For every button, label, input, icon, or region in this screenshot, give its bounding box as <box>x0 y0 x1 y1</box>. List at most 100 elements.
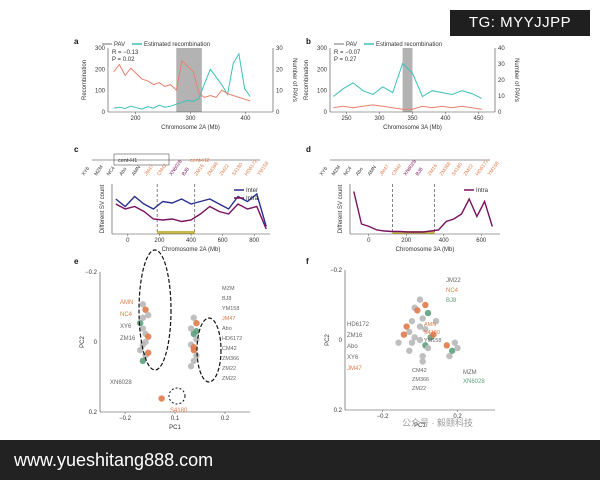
accession-label: ZM22 <box>219 163 231 177</box>
x-axis-label: PC1 <box>169 425 181 431</box>
cent-h1-box <box>113 153 170 166</box>
series-intra <box>115 203 267 230</box>
accession-label: ZM22 <box>222 366 236 372</box>
series-inter <box>115 192 267 227</box>
scatter-point <box>406 347 413 354</box>
panel-e-ytick-label: 0.2 <box>89 410 98 416</box>
panel-f-xtick-label: 0.2 <box>453 414 462 420</box>
stat-r: R = −0.13 <box>112 50 139 56</box>
y-axis-label: Different SV count <box>338 184 344 233</box>
accession-label: NC4 <box>446 288 459 294</box>
accession-label: ZM22 <box>412 386 426 392</box>
scatter-point <box>193 319 200 327</box>
centromere-band <box>402 48 413 112</box>
panel-c-xtick-label: 400 <box>186 238 197 244</box>
scatter-point <box>190 314 197 321</box>
panel-c-xtick-label: 200 <box>154 238 165 244</box>
accession-label: AMN <box>131 164 143 177</box>
centromere-band <box>176 48 202 112</box>
accession-label: ZM16 <box>194 163 206 177</box>
accession-label: MZM <box>463 370 477 376</box>
left-cluster-ellipse <box>138 249 172 371</box>
panel-e-ytick-label: 0 <box>94 340 98 346</box>
accession-label: CM42 <box>222 346 237 352</box>
scatter-point <box>395 339 402 346</box>
panel-a-ytick-label: 200 <box>95 67 106 73</box>
accession-label: HD6172 <box>222 336 242 342</box>
accession-label: S4180 <box>451 162 464 177</box>
panel-e-ytick-label: −0.2 <box>85 270 98 276</box>
watermark-wechat: 公众号 · 毅颐科技 <box>402 417 473 428</box>
panel-a-ytick-label: 0 <box>102 110 106 116</box>
watermark-bottom: www.yueshitang888.com <box>0 440 600 480</box>
panel-b-xtick-label: 350 <box>407 116 418 122</box>
panel-f-ytick-label: −0.2 <box>330 268 343 274</box>
scatter-point <box>422 301 429 309</box>
scatter-point <box>411 334 418 341</box>
x-axis-label: PC1 <box>414 423 426 429</box>
scatter-point <box>422 326 429 333</box>
scatter-point <box>416 336 424 344</box>
panel-b-ytick-label: 100 <box>317 89 328 95</box>
panel-e-xtick-label: −0.2 <box>119 416 132 422</box>
series-pav <box>113 59 251 102</box>
legend-intra-label: Intra <box>476 188 489 194</box>
accession-label: ZM22 <box>463 163 475 177</box>
scatter-point <box>400 331 408 338</box>
x-axis-label: Chromosome 2A (Mb) <box>162 247 221 253</box>
panel-a-y2tick-label: 0 <box>276 110 280 116</box>
scatter-point <box>408 339 416 346</box>
panel-b-ytick-label: 0 <box>324 110 328 116</box>
accession-label: XN6028 <box>110 380 132 386</box>
panel-c-xtick-label: 600 <box>218 238 229 244</box>
scatter-point <box>451 339 459 346</box>
panel-a-ytick-label: 100 <box>95 89 106 95</box>
accession-label: BJ8 <box>181 166 191 177</box>
y-axis-label: PC2 <box>80 336 86 348</box>
accession-label: AMN <box>367 164 379 177</box>
panel-a-xtick-label: 300 <box>185 116 196 122</box>
accession-label: JM47 <box>143 164 155 178</box>
accession-label: NC4 <box>106 165 117 177</box>
y2-axis-label: Number of PAVs <box>513 58 519 102</box>
accession-label: BJ8 <box>222 296 231 302</box>
scatter-point <box>419 315 426 322</box>
y-axis-label: Different SV count <box>100 184 106 233</box>
accession-label: ZM16 <box>427 163 439 177</box>
panel-a-ytick-label: 300 <box>95 46 106 52</box>
series-recombination <box>113 52 251 110</box>
panel-f-ytick-label: 0 <box>339 338 343 344</box>
accession-label: AMN <box>120 300 133 306</box>
panel-b-xtick-label: 450 <box>473 116 484 122</box>
accession-label: XY6 <box>319 166 329 177</box>
accession-label: Abo <box>347 344 358 350</box>
panel-b-ytick-label: 200 <box>317 67 328 73</box>
scatter-point <box>416 323 424 330</box>
panel-a-y2tick-label: 20 <box>276 67 283 73</box>
scatter-point <box>145 311 152 319</box>
scatter-point <box>416 296 424 303</box>
y-axis-label: PC2 <box>325 334 331 346</box>
accession-label: YM158 <box>222 306 239 312</box>
scatter-point <box>193 336 200 343</box>
panel-b-xtick-label: 400 <box>440 116 451 122</box>
panel-b-y2tick-label: 40 <box>498 46 505 52</box>
x-axis-label: Chromosome 2A (Mb) <box>161 125 220 131</box>
panel-f-ytick-label: 0.2 <box>334 408 343 414</box>
accession-label: ZM16 <box>347 333 363 339</box>
scatter-point <box>139 325 147 332</box>
accession-label: MZM <box>93 164 104 177</box>
scatter-point <box>136 346 144 354</box>
panel-a-xtick-label: 200 <box>130 116 141 122</box>
scatter-point <box>158 395 165 402</box>
accession-label: ZM16 <box>120 336 136 342</box>
accession-label: YM158 <box>424 338 441 344</box>
accession-label: NC4 <box>343 165 354 177</box>
accession-label: JM47 <box>379 164 391 178</box>
scatter-point <box>139 357 147 365</box>
panel-b-y2tick-label: 30 <box>498 62 505 68</box>
accession-label: Abo <box>118 166 128 177</box>
accession-label: XY6 <box>81 166 91 177</box>
panel-b-y2tick-label: 10 <box>498 94 505 100</box>
outlier-circle <box>168 387 186 405</box>
